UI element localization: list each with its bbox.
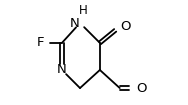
Text: H: H (79, 4, 88, 17)
Text: N: N (69, 16, 79, 30)
Text: F: F (36, 36, 44, 49)
Text: N: N (57, 64, 67, 76)
Text: O: O (136, 82, 146, 94)
Text: O: O (121, 20, 131, 33)
